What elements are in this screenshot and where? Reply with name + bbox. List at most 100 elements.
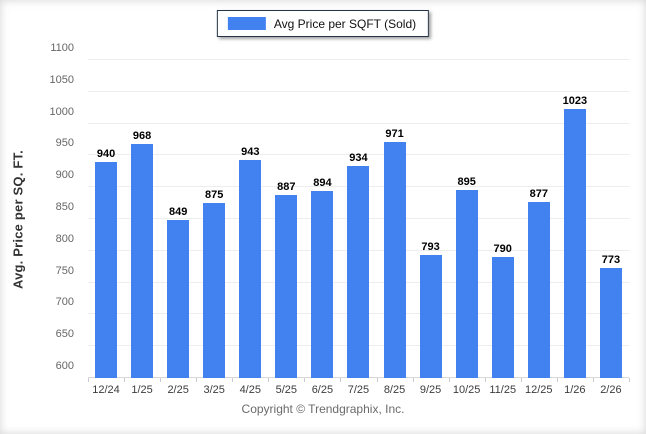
bar-6/25[interactable]: 894 xyxy=(311,177,334,378)
bar-series: 940 968 849 875 943 887 894 934 971 793 895 790 877 1… xyxy=(88,60,629,378)
x-tick-label: 12/25 xyxy=(525,384,553,396)
x-axis-tickmark xyxy=(556,378,558,382)
y-tick-label: 950 xyxy=(55,137,74,150)
gridline xyxy=(88,122,629,124)
y-tick-label: 900 xyxy=(55,169,74,182)
x-tick-label: 1/26 xyxy=(564,384,586,396)
bar-slot: 934 xyxy=(340,60,376,378)
x-axis-tick-labels: 12/24 1/25 2/25 3/25 4/25 5/25 6/25 7/25 8/25 9/2… xyxy=(88,384,629,396)
x-tick-label: 12/24 xyxy=(92,384,120,396)
x-axis-tickmark xyxy=(232,378,234,382)
x-axis-tickmark xyxy=(484,378,486,382)
bar-value-label: 1023 xyxy=(562,94,588,107)
bar-8/25[interactable]: 971 xyxy=(383,128,406,378)
legend-label: Avg Price per SQFT (Sold) xyxy=(273,16,417,31)
bar-4/25[interactable]: 943 xyxy=(239,146,262,378)
y-axis-tick-labels: 600 650 700 750 800 850 900 950 1000 1050 1100 xyxy=(0,42,80,378)
x-axis-tickmark xyxy=(268,378,270,382)
x-axis-tickmark xyxy=(376,378,378,382)
bar-slot: 895 xyxy=(449,60,485,378)
x-tick-label: 2/25 xyxy=(167,384,189,396)
x-tick-label: 11/25 xyxy=(489,384,517,396)
y-tick-label: 750 xyxy=(55,264,74,277)
bar-value-label: 793 xyxy=(421,241,440,254)
x-tick-label: 2/26 xyxy=(600,384,622,396)
bar-3/25[interactable]: 875 xyxy=(203,189,226,378)
bar-2/25[interactable]: 849 xyxy=(167,206,190,378)
y-tick-label: 1000 xyxy=(49,105,74,118)
x-axis-tickmark xyxy=(88,378,89,382)
bar-10/25[interactable]: 895 xyxy=(455,176,478,378)
y-tick-label: 800 xyxy=(55,232,74,245)
bar-slot: 849 xyxy=(160,60,196,378)
x-axis-tickmarks xyxy=(88,378,630,382)
bar-value-label: 943 xyxy=(241,145,260,158)
bar-value-label: 790 xyxy=(493,243,512,256)
bar-value-label: 875 xyxy=(205,189,224,202)
bar-value-label: 887 xyxy=(277,181,296,194)
x-axis-tickmark xyxy=(340,378,342,382)
bar-2/26[interactable]: 773 xyxy=(599,254,622,378)
bar-12/25[interactable]: 877 xyxy=(527,188,550,378)
x-axis-tickmark xyxy=(304,378,306,382)
x-axis-tickmark xyxy=(124,378,126,382)
bar-1/25[interactable]: 968 xyxy=(131,130,154,378)
plot-area: 940 968 849 875 943 887 894 934 971 793 895 790 877 1… xyxy=(88,59,629,378)
bar-11/25[interactable]: 790 xyxy=(491,243,514,378)
bar-value-label: 934 xyxy=(349,151,368,164)
bar-slot: 875 xyxy=(196,60,232,378)
bar-9/25[interactable]: 793 xyxy=(419,241,442,378)
gridline xyxy=(88,59,629,60)
x-tick-label: 8/25 xyxy=(383,384,406,396)
x-axis-tickmark xyxy=(520,378,522,382)
bar-value-label: 877 xyxy=(529,187,548,200)
bar-slot: 793 xyxy=(413,60,449,378)
bar-slot: 877 xyxy=(521,60,557,378)
x-tick-label: 7/25 xyxy=(347,384,370,396)
bar-slot: 940 xyxy=(88,60,124,378)
copyright: Copyright © Trendgraphix, Inc. xyxy=(241,402,405,416)
gridline xyxy=(88,154,629,156)
y-tick-label: 850 xyxy=(55,201,74,213)
x-tick-label: 1/25 xyxy=(131,384,153,396)
bar-slot: 971 xyxy=(377,60,413,378)
legend: Avg Price per SQFT (Sold) xyxy=(216,10,430,37)
y-tick-label: 700 xyxy=(55,296,74,309)
bar-slot: 773 xyxy=(593,60,629,378)
bar-value-label: 773 xyxy=(601,253,621,266)
x-tick-label: 10/25 xyxy=(452,384,481,396)
x-tick-label: 9/25 xyxy=(419,384,442,396)
x-axis-tickmark xyxy=(592,378,594,382)
x-axis-tickmark xyxy=(629,378,630,382)
x-axis-tickmark xyxy=(160,378,162,382)
y-tick-label: 1100 xyxy=(50,42,74,54)
bar-value-label: 894 xyxy=(313,177,332,190)
y-tick-label: 600 xyxy=(55,360,74,372)
x-tick-label: 6/25 xyxy=(311,384,334,396)
bar-value-label: 940 xyxy=(96,147,116,160)
bar-slot: 1023 xyxy=(557,60,593,378)
bar-value-label: 968 xyxy=(132,129,152,142)
bar-slot: 887 xyxy=(268,60,304,378)
bar-slot: 943 xyxy=(232,60,268,378)
x-tick-label: 3/25 xyxy=(203,384,225,396)
bar-5/25[interactable]: 887 xyxy=(275,181,298,378)
y-tick-label: 1050 xyxy=(49,73,74,86)
x-tick-label: 4/25 xyxy=(239,384,261,396)
x-tick-label: 5/25 xyxy=(275,384,298,396)
x-axis-tickmark xyxy=(448,378,450,382)
x-axis-tickmark xyxy=(196,378,198,382)
x-axis-tickmark xyxy=(412,378,414,382)
bar-slot: 894 xyxy=(304,60,340,378)
bar-7/25[interactable]: 934 xyxy=(347,152,370,378)
bar-value-label: 895 xyxy=(457,176,476,189)
bar-slot: 790 xyxy=(485,60,521,378)
bar-slot: 968 xyxy=(124,60,160,378)
bar-1/26[interactable]: 1023 xyxy=(563,95,587,378)
y-tick-label: 650 xyxy=(55,328,74,341)
bar-12/24[interactable]: 940 xyxy=(95,148,118,378)
legend-swatch xyxy=(227,17,266,30)
bar-value-label: 849 xyxy=(168,205,188,218)
gridline xyxy=(88,90,629,92)
